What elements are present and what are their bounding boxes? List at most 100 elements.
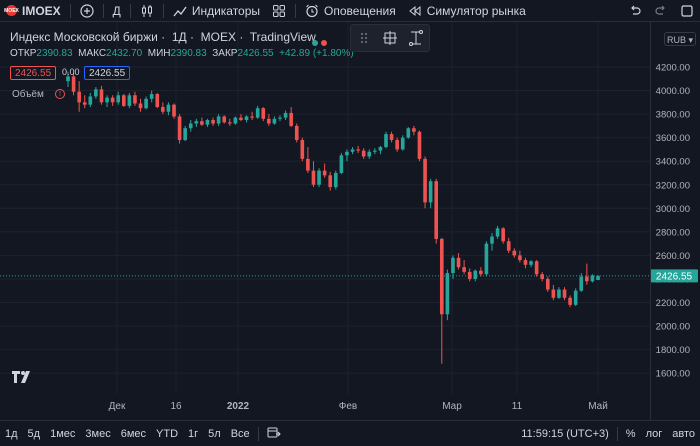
- fullscreen-button[interactable]: [674, 0, 700, 22]
- candle-body: [523, 260, 528, 265]
- tradingview-logo[interactable]: [11, 370, 33, 388]
- candle-body: [568, 297, 572, 305]
- candle-body: [345, 151, 349, 156]
- range-button-4[interactable]: 6мес: [120, 427, 147, 440]
- legend-source: TradingView: [249, 30, 316, 44]
- change-value: +42.89 (+1.80%): [279, 48, 354, 59]
- crosshair-box-icon[interactable]: [381, 29, 399, 47]
- plus-circle-icon: [80, 3, 94, 18]
- go-to-date-button[interactable]: [262, 426, 286, 441]
- candle-body: [339, 155, 344, 173]
- green-dot-icon: [312, 40, 318, 46]
- range-button-6[interactable]: 1г: [188, 427, 199, 440]
- candlestick-series: [66, 71, 600, 364]
- legend-interval: 1Д: [171, 30, 187, 44]
- toolbar-divider: [257, 426, 259, 441]
- auto-scale-button[interactable]: авто: [672, 427, 695, 440]
- toolbar-divider: [162, 3, 164, 18]
- price-scale[interactable]: [650, 22, 700, 420]
- interval-button[interactable]: Д: [112, 3, 121, 18]
- clock[interactable]: 11:59:15 (UTC+3): [521, 427, 609, 440]
- candle-body: [306, 158, 310, 171]
- date-range-buttons: 1д 5д 1мес 3мес 6мес YTD 1г 5л Все: [0, 428, 255, 440]
- candle-body: [423, 158, 427, 203]
- range-button-2[interactable]: 1мес: [50, 427, 76, 440]
- percent-scale-button[interactable]: %: [625, 427, 636, 440]
- bottom-toolbar: 1д 5д 1мес 3мес 6мес YTD 1г 5л Все 11:59:15 (UTC…: [0, 420, 700, 446]
- time-tick-label: Мар: [442, 401, 462, 412]
- candle-body: [300, 140, 305, 159]
- candle-body: [200, 121, 204, 125]
- toolbar-divider: [616, 426, 618, 441]
- layout-button[interactable]: [266, 0, 292, 22]
- tradingview-logo-icon: [12, 371, 30, 383]
- indicators-button[interactable]: Индикаторы: [167, 0, 266, 22]
- candle-body: [518, 255, 522, 261]
- candle-body: [378, 147, 383, 151]
- range-button-3[interactable]: 3мес: [85, 427, 111, 440]
- candle-body: [82, 102, 87, 105]
- candle-body: [434, 181, 439, 239]
- log-scale-button[interactable]: лог: [645, 427, 663, 440]
- candle-body: [400, 137, 405, 150]
- range-button-0[interactable]: 1д: [5, 427, 18, 440]
- candle-body: [94, 89, 98, 97]
- candle-body: [361, 150, 366, 157]
- undo-button[interactable]: [622, 0, 648, 22]
- buy-button[interactable]: 2426.55: [84, 66, 131, 80]
- spread-value: 0.00: [62, 67, 80, 77]
- candle-body: [227, 122, 232, 124]
- currency-button[interactable]: RUB ▾: [664, 32, 696, 46]
- candle-body: [77, 91, 81, 103]
- candle-body: [389, 134, 394, 141]
- candle-body: [557, 289, 561, 298]
- candle-body: [373, 150, 377, 152]
- candle-body: [350, 149, 355, 152]
- indicators-icon: [173, 6, 187, 16]
- alerts-button[interactable]: Оповещения: [299, 0, 402, 22]
- rewind-icon: [408, 5, 421, 16]
- open-value: 2390.83: [36, 48, 73, 59]
- measure-icon[interactable]: [407, 29, 425, 47]
- volume-warning-icon[interactable]: !: [55, 89, 65, 99]
- candle-body: [367, 151, 372, 157]
- range-button-1[interactable]: 5д: [27, 427, 41, 440]
- candle-body: [534, 261, 539, 275]
- candle-body: [205, 119, 210, 125]
- candle-body: [328, 175, 333, 188]
- candle-body: [456, 257, 461, 268]
- redo-button[interactable]: [648, 0, 674, 22]
- price-tick-label: 3600.00: [656, 133, 690, 144]
- range-button-8[interactable]: Все: [230, 427, 250, 440]
- candle-body: [384, 134, 388, 148]
- low-label: МИН: [147, 48, 171, 59]
- candle-body: [233, 117, 238, 124]
- candle-body: [294, 125, 299, 141]
- replay-button[interactable]: Симулятор рынка: [402, 0, 532, 22]
- compare-symbol-button[interactable]: [74, 0, 100, 22]
- time-tick-label: Май: [588, 401, 608, 412]
- candle-body: [127, 95, 132, 106]
- range-button-5[interactable]: YTD: [156, 427, 179, 440]
- price-tick-label: 2000.00: [656, 322, 690, 333]
- candle-body: [188, 123, 193, 129]
- candles-icon: [141, 4, 152, 17]
- candle-body: [512, 250, 517, 256]
- symbol-search-button[interactable]: MOEX IMOEX: [0, 0, 67, 22]
- candle-body: [596, 275, 600, 281]
- candle-body: [545, 278, 550, 290]
- drag-handle-icon[interactable]: [355, 29, 373, 47]
- candle-body: [138, 103, 143, 109]
- candle-body: [166, 104, 171, 112]
- price-chart[interactable]: 4200.00 4000.00 3800.00 3600.00 3400.00 3200.…: [0, 22, 700, 420]
- candle-body: [88, 96, 93, 105]
- chart-type-button[interactable]: [134, 0, 160, 22]
- low-value: 2390.83: [170, 48, 207, 59]
- candle-body: [479, 270, 483, 275]
- sell-button[interactable]: 2426.55: [10, 66, 57, 80]
- market-status[interactable]: [312, 35, 332, 46]
- candle-body: [395, 140, 399, 150]
- range-button-7[interactable]: 5л: [208, 427, 221, 440]
- volume-label[interactable]: Объём: [12, 89, 44, 100]
- red-dot-icon: [321, 40, 327, 46]
